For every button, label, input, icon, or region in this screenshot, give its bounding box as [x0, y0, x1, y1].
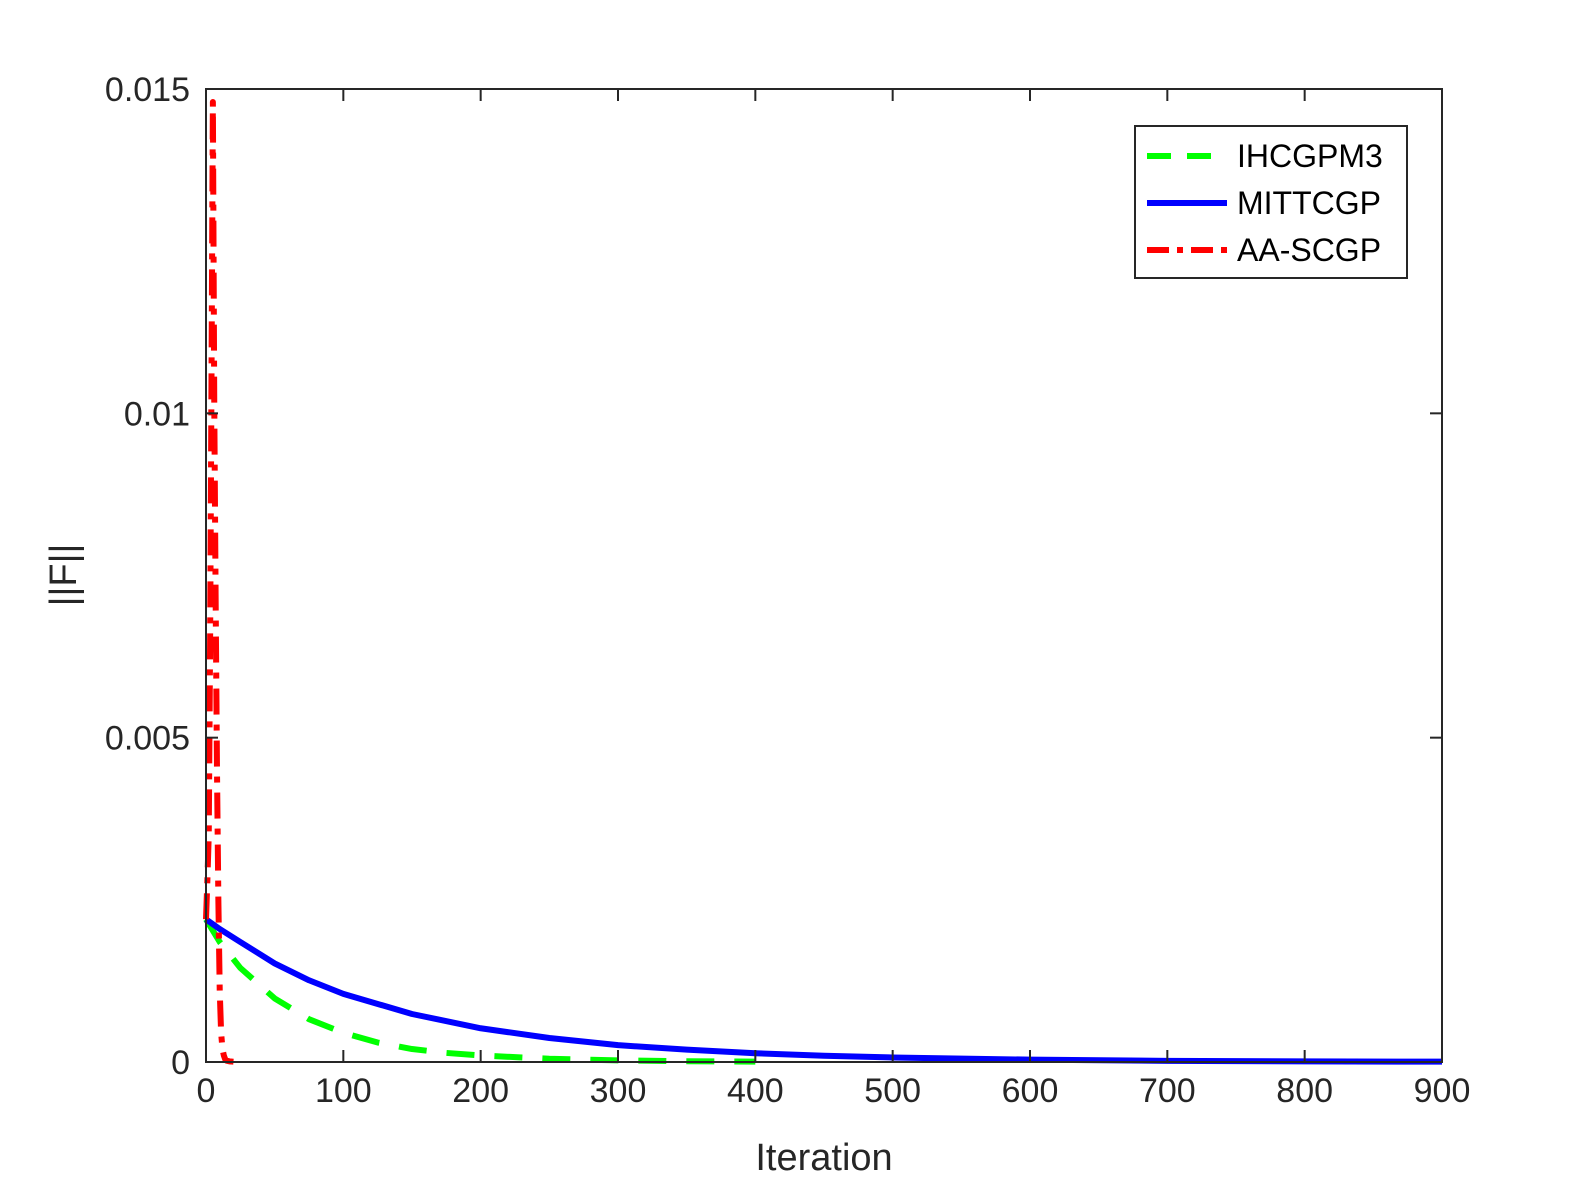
x-axis-label: Iteration — [755, 1137, 892, 1179]
series-line-mittcgp — [204, 916, 1443, 1065]
x-tick-label: 300 — [590, 1072, 647, 1110]
x-tick-label: 500 — [864, 1072, 921, 1110]
x-tick-label: 400 — [727, 1072, 784, 1110]
series-line-aa-scgp — [203, 98, 234, 1065]
y-tick-label: 0.005 — [105, 720, 190, 758]
y-tick-label: 0.01 — [124, 395, 190, 433]
y-tick-label: 0.015 — [105, 71, 190, 109]
plot-series-group — [203, 98, 1443, 1065]
y-axis-label: ||F|| — [43, 544, 85, 607]
x-tick-label: 900 — [1414, 1072, 1471, 1110]
ticks-group: 0 100 200 300 400 500 600 700 800 900 0 0.005 0.01 0.… — [105, 71, 1470, 1110]
x-tick-label: 700 — [1139, 1072, 1196, 1110]
x-tick-label: 200 — [452, 1072, 509, 1110]
x-tick-label: 0 — [197, 1072, 216, 1110]
plot-area-frame — [205, 88, 1443, 1063]
y-tick-label: 0 — [171, 1044, 190, 1082]
x-tick-label: 600 — [1002, 1072, 1059, 1110]
x-tick-label: 100 — [315, 1072, 372, 1110]
legend-label-ihcgpm3: IHCGPM3 — [1237, 138, 1383, 174]
axes-group — [205, 88, 1443, 1063]
legend-label-mittcgp: MITTCGP — [1237, 185, 1381, 221]
x-tick-label: 800 — [1276, 1072, 1333, 1110]
series-line-ihcgpm3 — [203, 917, 756, 1065]
legend: IHCGPM3 MITTCGP AA-SCGP — [1134, 125, 1408, 279]
legend-label-aa-scgp: AA-SCGP — [1237, 232, 1381, 268]
